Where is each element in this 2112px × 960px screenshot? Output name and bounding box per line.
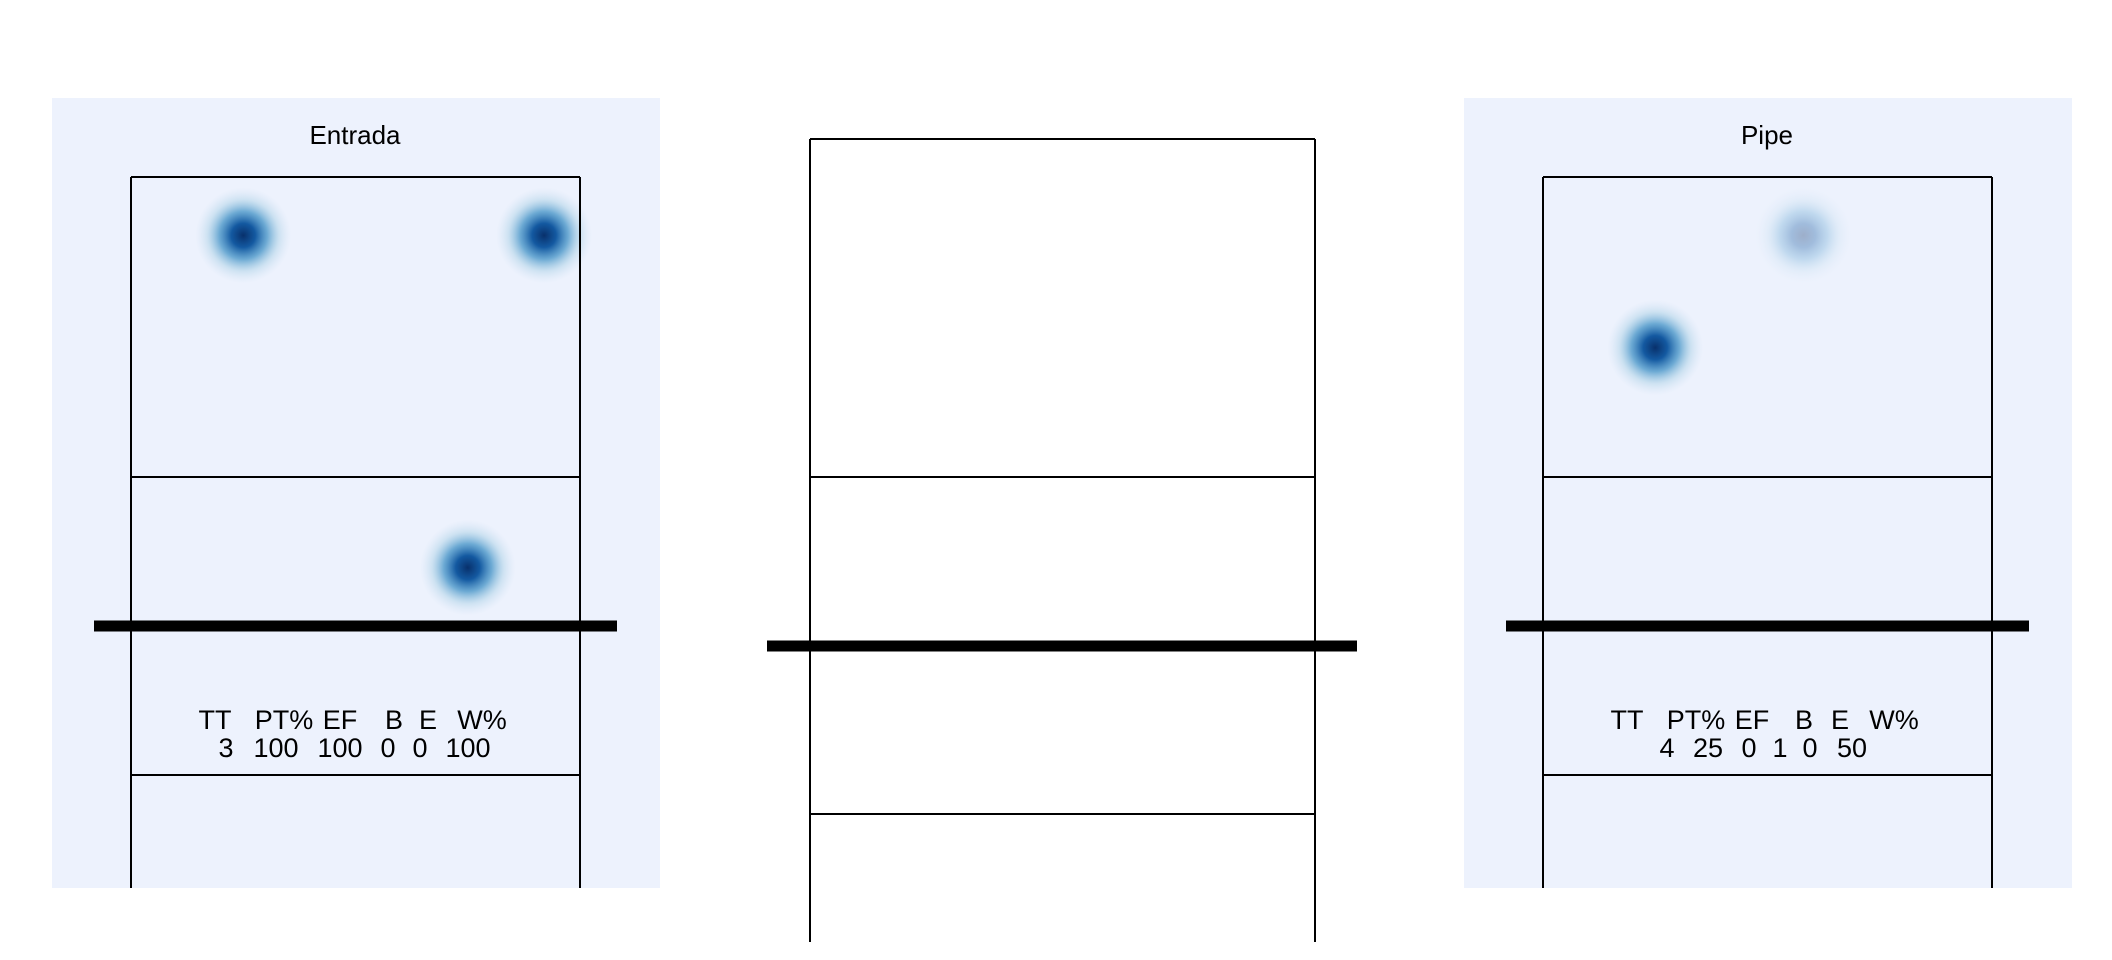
panel-pipe: Pipe TT PT% EF B E W% 4 25 0 1 0 50: [1464, 98, 2072, 888]
heat-layer: [195, 187, 593, 616]
heat-hotspot: [1755, 187, 1852, 284]
stat-value-pt: 100: [253, 733, 298, 763]
stat-value-w: 100: [445, 733, 490, 763]
stat-value-e: 0: [1802, 733, 1817, 763]
stat-header-e: E: [419, 705, 437, 735]
stats-table: TT PT% EF B E W% 3 100 100 0 0 100: [199, 705, 507, 763]
stat-header-pt: PT%: [1667, 705, 1726, 735]
panel-title: Entrada: [309, 120, 401, 150]
stat-header-w: W%: [1869, 705, 1919, 735]
stat-value-tt: 4: [1659, 733, 1674, 763]
court-lines: [809, 138, 1316, 942]
stat-value-b: 1: [1772, 733, 1787, 763]
panel-empty: [767, 138, 1357, 942]
stat-value-e: 0: [412, 733, 427, 763]
stat-header-ef: EF: [323, 705, 358, 735]
stat-value-ef: 0: [1741, 733, 1756, 763]
heat-hotspot: [195, 187, 292, 284]
court-lines: [130, 176, 581, 888]
stat-value-tt: 3: [218, 733, 233, 763]
stat-value-b: 0: [380, 733, 395, 763]
stat-header-ef: EF: [1735, 705, 1770, 735]
stats-table: TT PT% EF B E W% 4 25 0 1 0 50: [1611, 705, 1919, 763]
panel-entrada: Entrada TT PT% EF B E W% 3 100 100 0 0 1…: [52, 98, 660, 888]
heat-hotspot: [1607, 299, 1704, 396]
court-lines: [1542, 176, 1993, 888]
stat-value-pt: 25: [1693, 733, 1723, 763]
stat-header-pt: PT%: [255, 705, 314, 735]
heat-layer: [1607, 187, 1852, 396]
heat-hotspot: [496, 187, 593, 284]
stat-header-w: W%: [457, 705, 507, 735]
stat-header-tt: TT: [199, 705, 232, 735]
stat-header-tt: TT: [1611, 705, 1644, 735]
panel-title: Pipe: [1741, 120, 1793, 150]
stat-header-b: B: [385, 705, 403, 735]
stat-value-ef: 100: [317, 733, 362, 763]
stat-value-w: 50: [1837, 733, 1867, 763]
stat-header-b: B: [1795, 705, 1813, 735]
heat-hotspot: [419, 519, 516, 616]
stat-header-e: E: [1831, 705, 1849, 735]
